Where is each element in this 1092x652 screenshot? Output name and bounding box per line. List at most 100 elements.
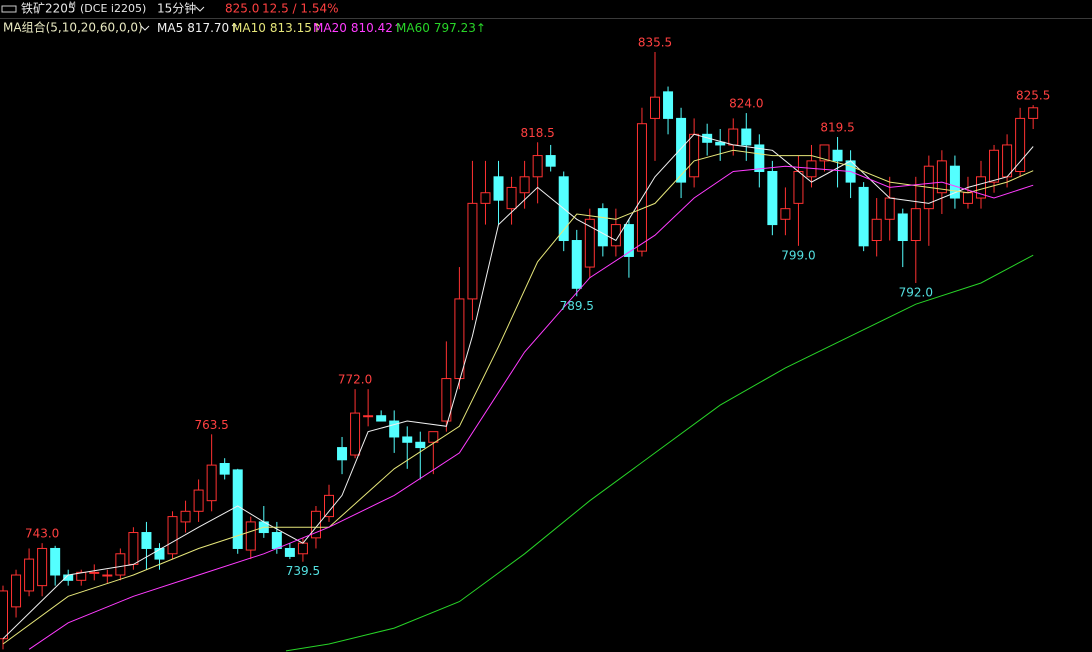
candle-body	[76, 571, 87, 581]
high-label: 743.0	[25, 527, 59, 541]
candle-body	[480, 192, 491, 204]
candle-body	[271, 532, 282, 549]
candle-body	[337, 447, 348, 461]
candle-body	[415, 441, 426, 449]
candle-body	[650, 96, 660, 119]
ma-line	[2, 149, 1034, 645]
candle-body	[584, 218, 595, 268]
high-label: 819.5	[820, 120, 854, 134]
candle-body	[441, 378, 452, 422]
ma-value: 813.15↑	[270, 21, 322, 35]
candle-body	[350, 412, 361, 456]
ma-name: MA60	[396, 21, 430, 35]
candle-body	[532, 155, 543, 178]
candle-body	[754, 144, 765, 172]
symbol-sup: M	[69, 1, 76, 10]
candle-body	[402, 436, 413, 443]
candle-body	[297, 542, 308, 555]
period[interactable]: 15分钟	[157, 1, 196, 16]
candle-body	[976, 176, 986, 199]
candle-body	[310, 510, 321, 539]
candle-body	[884, 197, 895, 220]
candle-body	[1028, 107, 1039, 119]
candle-body	[50, 547, 61, 576]
candle-body	[689, 133, 700, 178]
candle-body	[636, 123, 647, 252]
candle-body	[949, 165, 960, 199]
candle-body	[11, 574, 22, 608]
ma-legend: MA5 817.70↑	[157, 21, 239, 35]
candle-body	[180, 510, 191, 523]
ma-name: MA10	[232, 21, 266, 35]
candle-body	[506, 186, 517, 210]
candle-body	[219, 463, 230, 475]
candle-body	[167, 516, 178, 555]
candle-body	[89, 571, 100, 574]
price: 825.0	[225, 2, 259, 16]
candle-body	[858, 186, 869, 247]
high-label: 825.5	[1016, 89, 1050, 103]
candle-body	[832, 149, 843, 162]
candle-body	[24, 558, 35, 592]
candle-body	[467, 202, 478, 300]
window-icon[interactable]	[1, 5, 17, 13]
candle-body	[284, 547, 295, 557]
low-label: 792.0	[899, 285, 933, 299]
ma-value: 810.42↑	[351, 21, 403, 35]
candle-body	[519, 176, 530, 194]
symbol[interactable]: 铁矿2205	[21, 2, 76, 16]
candle-body	[206, 464, 217, 502]
high-label: 772.0	[338, 373, 372, 387]
candle-body	[428, 431, 439, 443]
candle-body	[545, 155, 556, 167]
candle-body	[0, 590, 8, 640]
ma-legend: MA60 797.23↑	[396, 21, 486, 35]
candle-body	[102, 574, 113, 577]
candle-body	[989, 149, 1000, 183]
ma-name: MA5	[157, 21, 183, 35]
period-dropdown[interactable]	[195, 6, 205, 12]
candle-body	[245, 521, 256, 551]
ma-legend: MA10 813.15↑	[232, 21, 322, 35]
candle-body	[389, 420, 400, 438]
candle-body	[37, 547, 48, 587]
ma-value: 817.70↑	[187, 21, 239, 35]
candle-body	[571, 240, 582, 289]
exchange: (DCE i2205)	[80, 2, 146, 15]
candle-body	[741, 128, 752, 146]
candle-body	[597, 208, 608, 247]
candle-body	[819, 144, 830, 162]
candle-body	[962, 192, 973, 204]
candle-body	[193, 489, 204, 512]
ma-value: 797.23↑	[434, 21, 486, 35]
candle-body	[376, 415, 387, 422]
change: 12.5 / 1.54%	[262, 2, 339, 16]
candle-body	[141, 532, 152, 549]
candle-body	[676, 117, 687, 183]
low-label: 739.5	[286, 564, 320, 578]
ma-group[interactable]: MA组合(5,10,20,60,0,0)	[3, 20, 143, 35]
ma-dropdown[interactable]	[140, 25, 150, 31]
candle-body	[115, 553, 126, 576]
candle-body	[1002, 144, 1013, 178]
candle-body	[663, 91, 674, 119]
candle-body	[610, 224, 621, 247]
candle-body	[767, 170, 778, 226]
candle-body	[897, 213, 908, 242]
candle-body	[623, 224, 634, 257]
candle-body	[793, 170, 804, 204]
candle-body	[780, 208, 791, 220]
ma-line	[2, 133, 1034, 640]
candle-body	[493, 176, 504, 201]
candle-body	[936, 160, 947, 194]
candle-body	[715, 141, 726, 146]
candle-body	[728, 128, 739, 146]
candle-body	[128, 532, 139, 565]
high-label: 763.5	[194, 418, 228, 432]
low-label: 799.0	[781, 248, 815, 262]
candle-body	[154, 547, 165, 560]
high-label: 835.5	[638, 36, 672, 50]
high-label: 824.0	[729, 97, 763, 111]
